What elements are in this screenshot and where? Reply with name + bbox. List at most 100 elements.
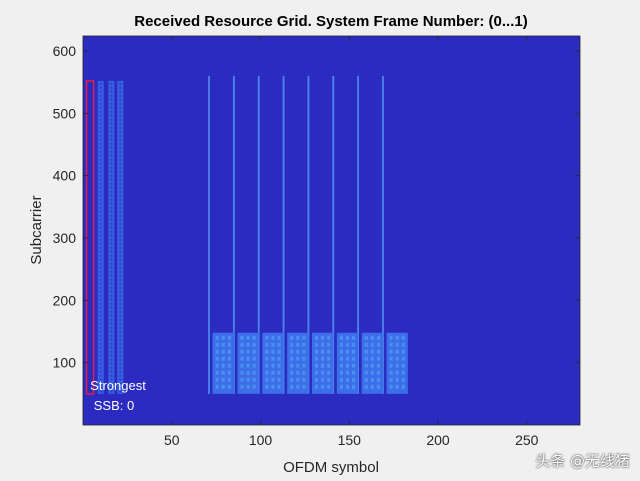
ssb-block-cell — [370, 377, 374, 382]
ssb-block-cell — [389, 384, 393, 389]
pdcch-column-gap — [110, 122, 113, 125]
pdcch-column-gap — [110, 198, 113, 201]
pdcch-column-gap — [99, 326, 102, 329]
ssb-block-cell — [240, 342, 244, 347]
ssb-block-cell — [364, 370, 368, 375]
ssb-block-cell — [290, 349, 294, 354]
ssb-block-cell — [246, 370, 250, 375]
pdcch-column-gap — [99, 270, 102, 273]
ssb-block-cell — [296, 377, 300, 382]
pdcch-column-gap — [110, 370, 113, 373]
pdcch-column-gap — [119, 166, 122, 169]
pdcch-column-gap — [110, 390, 113, 393]
ssb-block-cell — [401, 335, 405, 340]
ssb-block-cell — [302, 356, 306, 361]
ssb-block-cell — [240, 349, 244, 354]
ssb-block-cell — [339, 377, 343, 382]
pdcch-column-gap — [99, 166, 102, 169]
pdcch-column-gap — [110, 170, 113, 173]
ssb-block-cell — [345, 370, 349, 375]
pdcch-column-gap — [110, 262, 113, 265]
ssb-block-cell — [321, 356, 325, 361]
pdcch-column-gap — [119, 306, 122, 309]
pdcch-column-gap — [110, 286, 113, 289]
pdcch-column-gap — [110, 142, 113, 145]
pdcch-column-gap — [119, 238, 122, 241]
pdcch-column-gap — [119, 358, 122, 361]
pdcch-column-gap — [119, 142, 122, 145]
ssb-block-cell — [376, 370, 380, 375]
ssb-block-cell — [246, 384, 250, 389]
ssb-block-cell — [296, 363, 300, 368]
pdcch-column-gap — [119, 190, 122, 193]
pdcch-column-gap — [110, 110, 113, 113]
pdcch-column-gap — [99, 178, 102, 181]
pdcch-column-gap — [110, 114, 113, 117]
ssb-block-cell — [389, 377, 393, 382]
pdcch-column-gap — [119, 138, 122, 141]
ssb-block-cell — [252, 370, 256, 375]
pdcch-column — [108, 80, 115, 394]
pdcch-column-gap — [99, 290, 102, 293]
pdcch-column-gap — [110, 202, 113, 205]
pdcch-column-gap — [110, 270, 113, 273]
pdcch-column-gap — [119, 250, 122, 253]
ssb-block-cell — [265, 349, 269, 354]
pdcch-column-gap — [99, 98, 102, 101]
pdcch-column-gap — [110, 302, 113, 305]
pdcch-column-gap — [99, 154, 102, 157]
ssb-block-cell — [221, 349, 225, 354]
ssb-block-cell — [296, 384, 300, 389]
ssb-block-cell — [395, 377, 399, 382]
pdcch-column-gap — [99, 226, 102, 229]
pdcch-column-gap — [110, 294, 113, 297]
ssb-block-cell — [215, 342, 219, 347]
ssb-block-cell — [227, 356, 231, 361]
ssb-block-cell — [302, 377, 306, 382]
ssb-block-cell — [240, 363, 244, 368]
ssb-block-cell — [221, 356, 225, 361]
ssb-block-cell — [215, 349, 219, 354]
pdcch-column-gap — [110, 118, 113, 121]
y-tick-label: 400 — [53, 168, 77, 184]
ssb-block — [287, 332, 309, 394]
pdcch-column-gap — [110, 278, 113, 281]
ssb-block-cell — [315, 342, 319, 347]
pdcch-column-gap — [119, 302, 122, 305]
ssb-block-cell — [395, 342, 399, 347]
ssb-block-cell — [401, 377, 405, 382]
y-tick-label: 500 — [53, 105, 77, 121]
pdcch-column-gap — [99, 298, 102, 301]
ssb-block-cell — [215, 363, 219, 368]
ssb-block-cell — [364, 349, 368, 354]
pdcch-column-gap — [110, 186, 113, 189]
ssb-block-cell — [352, 342, 356, 347]
ssb-block-cell — [345, 377, 349, 382]
pdcch-column-gap — [99, 230, 102, 233]
pdcch-column-gap — [110, 218, 113, 221]
ssb-block-cell — [290, 335, 294, 340]
pdcch-column-gap — [99, 238, 102, 241]
ssb-block-cell — [395, 363, 399, 368]
pdcch-column-gap — [119, 354, 122, 357]
ssb-block-cell — [345, 349, 349, 354]
ssb-block — [386, 332, 408, 394]
pdcch-column-gap — [99, 334, 102, 337]
pdcch-column-gap — [119, 242, 122, 245]
ssb-block-cell — [215, 370, 219, 375]
pdcch-column-gap — [119, 182, 122, 185]
pdcch-column-gap — [99, 282, 102, 285]
y-axis-label: Subcarrier — [28, 195, 45, 264]
pdcch-column-gap — [110, 350, 113, 353]
pdcch-column-gap — [119, 126, 122, 129]
pdcch-column-gap — [99, 210, 102, 213]
ssb-block-cell — [364, 384, 368, 389]
ssb-block-cell — [315, 349, 319, 354]
pdcch-column-gap — [99, 278, 102, 281]
pdcch-column-gap — [110, 102, 113, 105]
ssb-block-cell — [370, 370, 374, 375]
ssb-block-cell — [389, 363, 393, 368]
ssb-block-cell — [252, 356, 256, 361]
ssb-block-cell — [221, 342, 225, 347]
ssb-block-cell — [395, 335, 399, 340]
